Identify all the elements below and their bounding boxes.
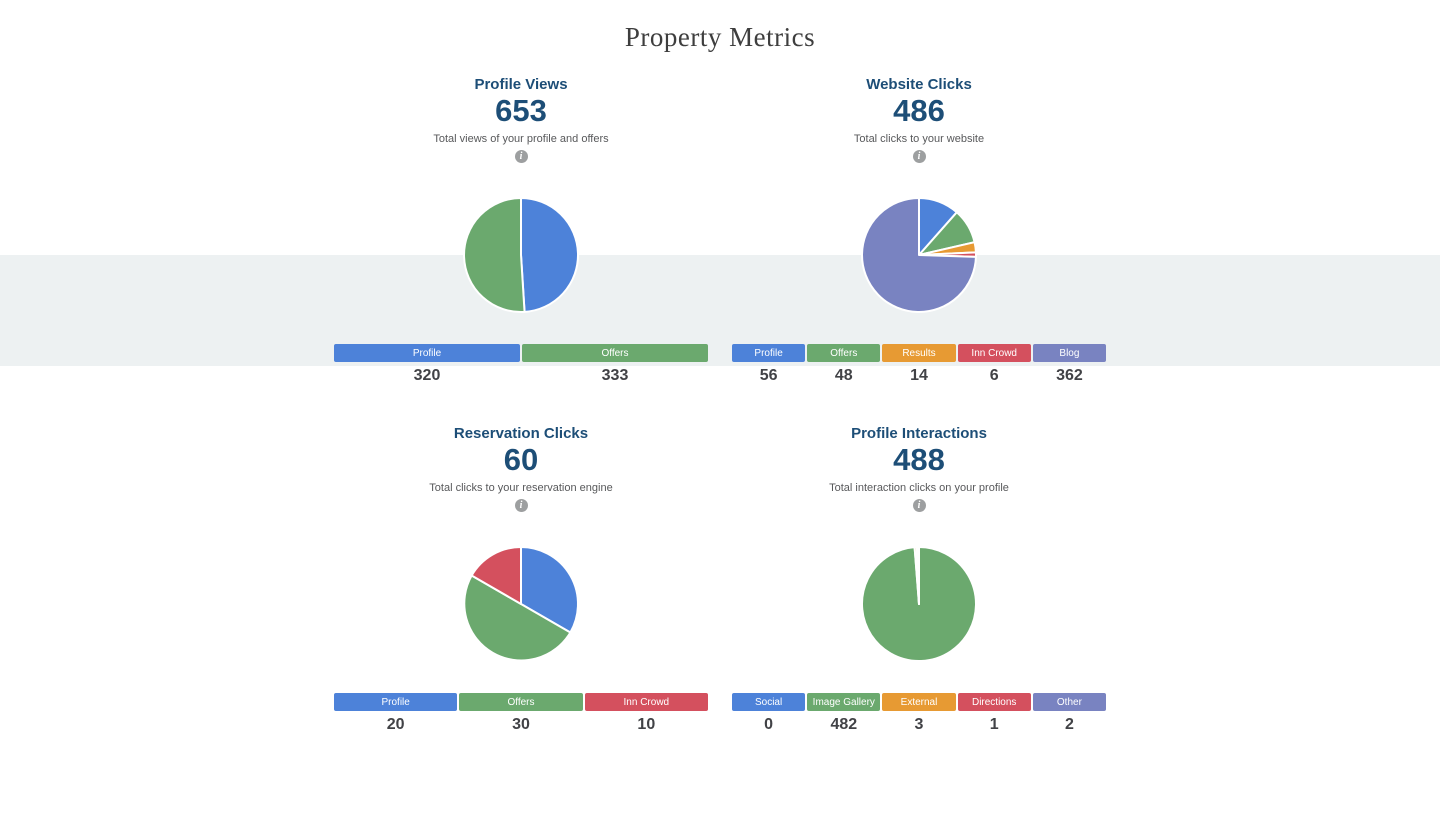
legend-cell-profile: Profile <box>334 344 520 362</box>
pie-slice-offers[interactable] <box>463 574 572 662</box>
legend-table-profile-views: Profile Offers 320 333 <box>334 344 708 385</box>
pie-slice-profile[interactable] <box>520 197 579 313</box>
info-icon[interactable]: i <box>514 150 528 163</box>
info-icon[interactable]: i <box>912 150 926 163</box>
legend-table-profile-interactions: Social Image Gallery External Directions Oth… <box>732 693 1107 734</box>
page-title: Property Metrics <box>624 22 816 52</box>
legend-cell-image-gallery: Image Gallery <box>807 693 881 711</box>
info-icon[interactable]: i <box>514 499 528 512</box>
legend-cell-social: Social <box>732 693 806 711</box>
metric-card-profile-interactions: Profile Interactions 488 Total interacti… <box>732 425 1107 734</box>
legend-value-inn-crowd: 10 <box>637 716 656 733</box>
legend-value-directions: 1 <box>989 716 999 733</box>
metric-card-reservation-clicks: Reservation Clicks 60 Total clicks to yo… <box>334 425 708 734</box>
legend-cell-profile: Profile <box>732 344 806 362</box>
legend-value-external: 3 <box>914 716 924 733</box>
metric-value: 653 <box>495 93 547 128</box>
legend-cell-other: Other <box>1032 693 1107 711</box>
metrics-grid: Profile Views 653 Total views of your pr… <box>334 76 1107 734</box>
legend-value-other: 2 <box>1064 716 1074 733</box>
metric-title: Reservation Clicks <box>453 425 589 442</box>
legend-values-row: 56 48 14 6 362 <box>732 366 1106 385</box>
legend-value-social: 0 <box>764 716 774 733</box>
legend-values-row: 320 333 <box>334 366 708 385</box>
metric-value: 488 <box>893 442 945 477</box>
legend-value-results: 14 <box>910 367 928 384</box>
pie-slice-other[interactable] <box>916 546 920 605</box>
pie-slice-blog[interactable] <box>861 197 977 313</box>
legend-header-row: Profile Offers <box>334 344 708 362</box>
legend-header-row: Profile Offers Results Inn Crowd Blog <box>732 344 1107 362</box>
pie-slice-inn-crowd[interactable] <box>470 546 522 605</box>
legend-value-profile: 20 <box>386 716 405 733</box>
legend-value-blog: 362 <box>1056 367 1083 384</box>
metric-subtitle: Total clicks to your reservation engine <box>429 482 613 494</box>
legend-value-offers: 48 <box>834 367 853 384</box>
legend-values-row: 0 482 3 1 2 <box>732 715 1106 734</box>
metric-title: Profile Interactions <box>851 425 987 442</box>
metric-subtitle: Total interaction clicks on your profile <box>829 482 1009 494</box>
legend-cell-profile: Profile <box>334 693 458 711</box>
legend-header-row: Social Image Gallery External Directions Oth… <box>732 693 1107 711</box>
metric-card-profile-views: Profile Views 653 Total views of your pr… <box>334 76 708 385</box>
legend-cell-offers: Offers <box>459 693 583 711</box>
legend-value-inn-crowd: 6 <box>989 367 999 384</box>
pie-chart-profile-interactions[interactable] <box>859 544 979 664</box>
legend-cell-inn-crowd: Inn Crowd <box>584 693 708 711</box>
metric-title: Profile Views <box>474 76 568 93</box>
legend-cell-offers: Offers <box>522 344 708 362</box>
pie-chart-profile-views[interactable] <box>461 195 581 315</box>
legend-value-offers: 30 <box>512 716 530 733</box>
metric-title: Website Clicks <box>866 76 972 93</box>
legend-cell-external: External <box>882 693 956 711</box>
legend-values-row: 20 30 10 <box>334 715 708 734</box>
legend-cell-directions: Directions <box>957 693 1031 711</box>
info-icon[interactable]: i <box>912 499 926 512</box>
legend-table-website-clicks: Profile Offers Results Inn Crowd Blog 56 48 14 6… <box>732 344 1107 385</box>
legend-value-offers: 333 <box>601 367 629 384</box>
metric-card-website-clicks: Website Clicks 486 Total clicks to your … <box>732 76 1107 385</box>
legend-value-profile: 320 <box>413 367 441 384</box>
legend-header-row: Profile Offers Inn Crowd <box>334 693 708 711</box>
pie-chart-reservation-clicks[interactable] <box>461 544 581 664</box>
metric-value: 486 <box>893 93 945 128</box>
background-band <box>0 255 1440 366</box>
pie-slice-offers[interactable] <box>463 197 526 313</box>
legend-value-profile: 56 <box>759 367 778 384</box>
legend-table-reservation-clicks: Profile Offers Inn Crowd 20 30 10 <box>334 693 708 734</box>
pie-chart-website-clicks[interactable] <box>859 195 979 315</box>
legend-cell-results: Results <box>882 344 956 362</box>
metric-subtitle: Total clicks to your website <box>853 133 985 145</box>
legend-value-image-gallery: 482 <box>830 716 858 733</box>
legend-cell-blog: Blog <box>1032 344 1107 362</box>
metric-subtitle: Total views of your profile and offers <box>433 133 609 145</box>
legend-cell-inn-crowd: Inn Crowd <box>957 344 1031 362</box>
legend-cell-offers: Offers <box>807 344 881 362</box>
metric-value: 60 <box>503 442 539 477</box>
